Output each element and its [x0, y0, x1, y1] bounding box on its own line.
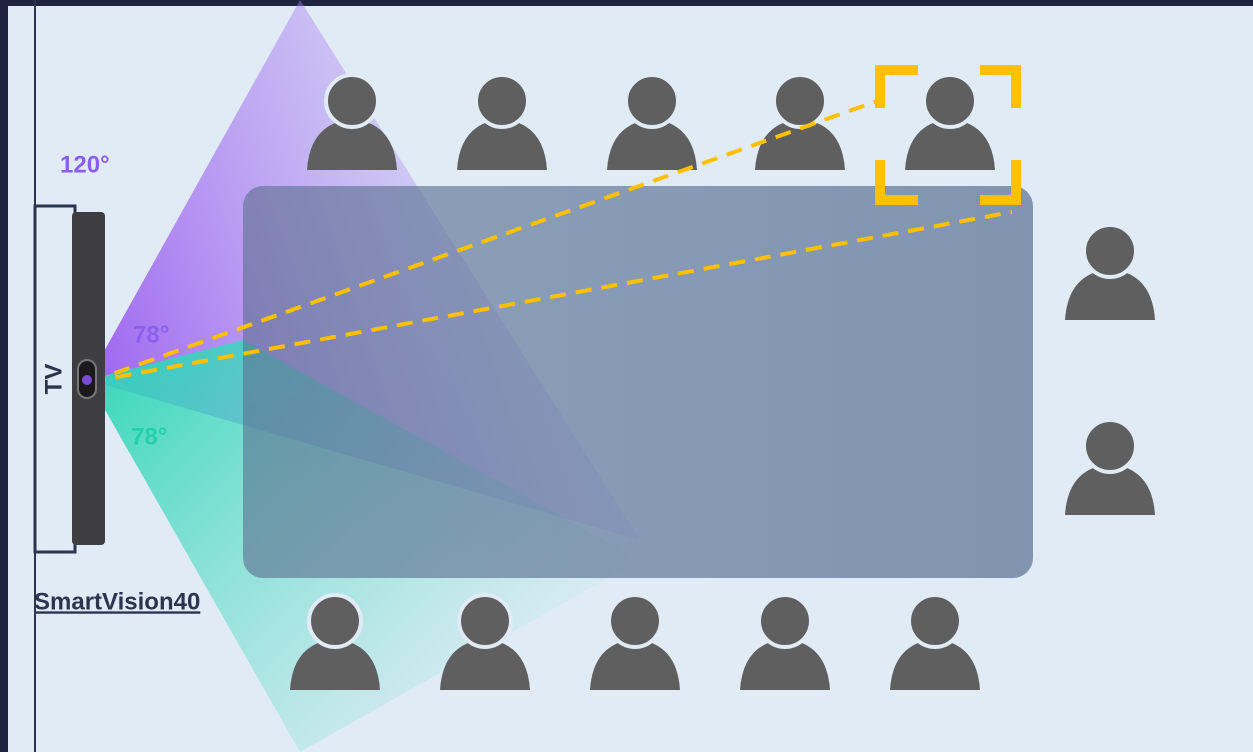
person-body — [607, 119, 697, 170]
person-head — [624, 73, 680, 129]
person-head — [772, 73, 828, 129]
fov-lower-label: 78° — [131, 423, 167, 450]
person-head — [307, 593, 363, 649]
person-body — [890, 639, 980, 690]
person-body — [457, 119, 547, 170]
person-head — [757, 593, 813, 649]
person-body — [440, 639, 530, 690]
person-body — [290, 639, 380, 690]
person-head — [1082, 223, 1138, 279]
person-body — [740, 639, 830, 690]
person-head — [1082, 418, 1138, 474]
focus-bracket — [875, 65, 1021, 205]
fov-upper-label: 78° — [133, 321, 169, 348]
person-head — [457, 593, 513, 649]
person-body — [590, 639, 680, 690]
track-line — [89, 98, 881, 384]
tv-label: TV — [40, 364, 67, 395]
person-head — [907, 593, 963, 649]
person-body — [755, 119, 845, 170]
person-body — [1065, 269, 1155, 320]
fov-total-label: 120° — [60, 151, 110, 178]
lens — [82, 375, 92, 385]
person-body — [1065, 464, 1155, 515]
person-head — [474, 73, 530, 129]
person-head — [607, 593, 663, 649]
track-line — [89, 210, 1013, 384]
device-name: SmartVision40 — [34, 588, 200, 615]
people — [290, 73, 1155, 690]
person-body — [905, 119, 995, 170]
table — [243, 186, 1033, 578]
person-head — [324, 73, 380, 129]
person-body — [307, 119, 397, 170]
person-head — [922, 73, 978, 129]
